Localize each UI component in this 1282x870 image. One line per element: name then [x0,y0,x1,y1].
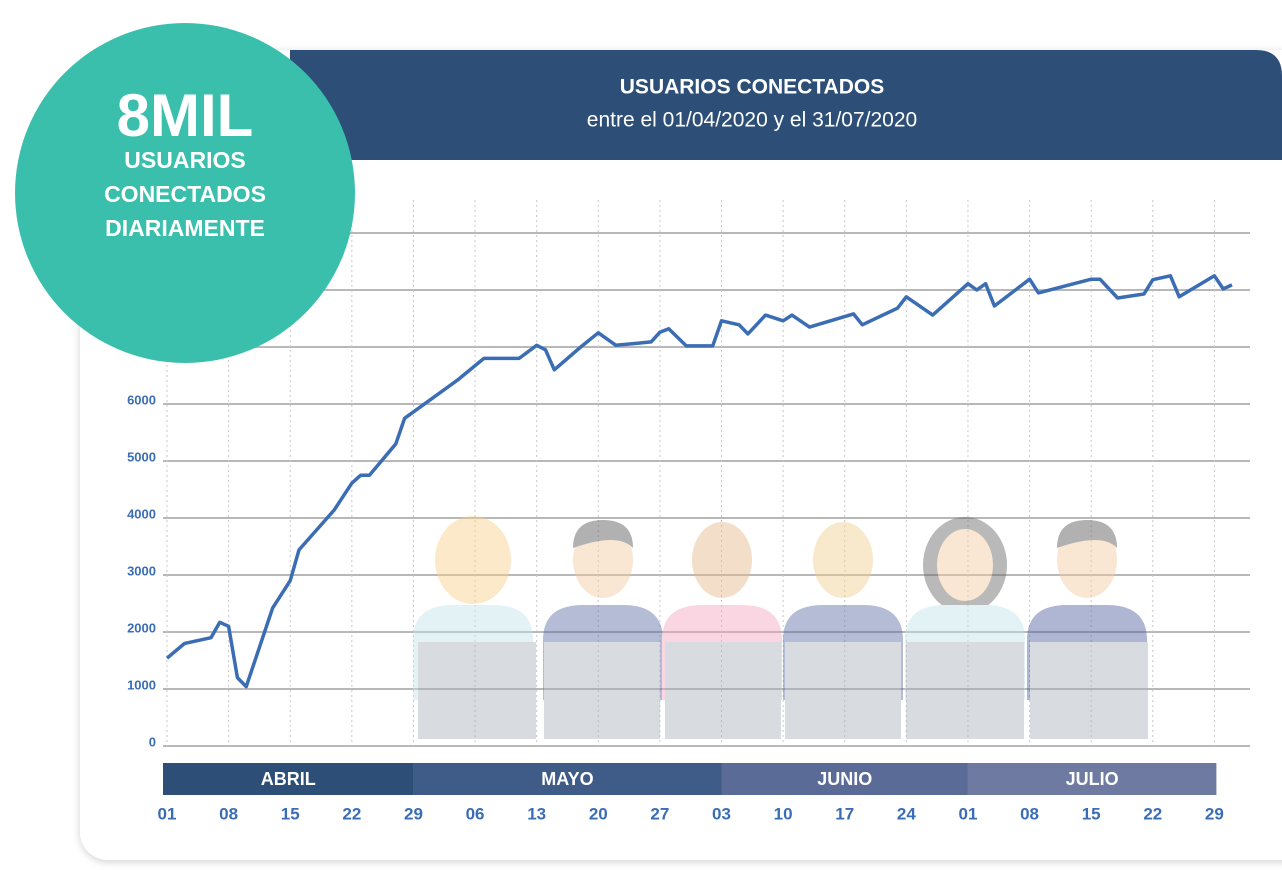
badge-line: CONECTADOS [104,181,266,207]
badge-value: 8MIL [117,82,254,149]
card [80,50,1282,860]
data-line [165,274,1233,689]
x-tick-label: 15 [281,804,300,823]
badge [15,23,355,363]
x-tick-label: 20 [589,804,608,823]
month-label: ABRIL [261,769,316,789]
y-tick-label: 2000 [127,620,156,635]
y-tick-label: 4000 [127,506,156,521]
x-tick-label: 24 [897,804,916,823]
x-tick-label: 08 [1020,804,1039,823]
y-tick-label: 5000 [127,449,156,464]
chart-title: USUARIOS CONECTADOS [620,76,884,99]
x-tick-label: 29 [1205,804,1224,823]
x-tick-label: 06 [466,804,485,823]
month-label: JULIO [1066,769,1119,789]
x-tick-label: 22 [342,804,361,823]
month-label: JUNIO [817,769,872,789]
y-tick-label: 0 [149,734,156,749]
chart-subtitle: entre el 01/04/2020 y el 31/07/2020 [587,109,917,132]
month-band [967,763,1217,795]
x-tick-label: 08 [219,804,238,823]
x-tick-label: 22 [1143,804,1162,823]
x-tick-label: 29 [404,804,423,823]
x-tick-label: 01 [158,804,177,823]
header-bar [290,50,1282,160]
x-tick-label: 15 [1082,804,1101,823]
y-tick-label: 6000 [127,392,156,407]
x-tick-label: 27 [650,804,669,823]
month-band [721,763,968,795]
badge-line: DIARIAMENTE [105,215,265,241]
month-label: MAYO [541,769,593,789]
x-tick-label: 01 [958,804,977,823]
x-tick-label: 03 [712,804,731,823]
month-band [163,763,414,795]
plot [165,274,1233,689]
y-tick-label: 1000 [127,677,156,692]
month-band [413,763,722,795]
x-tick-label: 10 [774,804,793,823]
x-tick-label: 17 [835,804,854,823]
x-tick-label: 13 [527,804,546,823]
badge-line: USUARIOS [124,147,245,173]
y-tick-label: 3000 [127,563,156,578]
people-illustration [413,516,1148,739]
